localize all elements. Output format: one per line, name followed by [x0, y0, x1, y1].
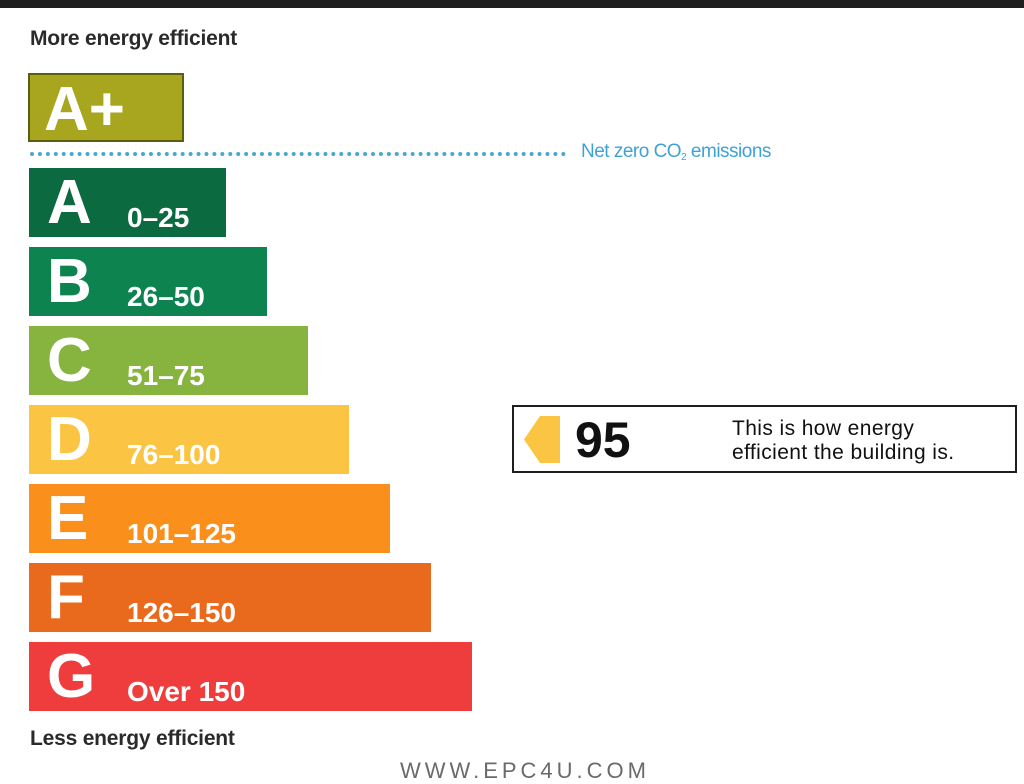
rating-description-line-1: This is how energy — [732, 417, 915, 440]
band-c: C 51–75 — [29, 326, 308, 395]
net-zero-label: Net zero CO2 emissions — [581, 141, 771, 163]
more-efficient-label: More energy efficient — [30, 27, 238, 50]
rating-description: This is how energy efficient the buildin… — [732, 417, 1012, 465]
net-zero-dotted-line — [30, 152, 566, 156]
rating-score: 95 — [575, 412, 631, 468]
band-range: Over 150 — [127, 676, 246, 707]
band-range: 126–150 — [127, 597, 237, 628]
top-border — [0, 0, 1024, 8]
net-zero-suffix: emissions — [686, 141, 771, 162]
aplus-band-label: A+ — [44, 75, 125, 144]
band-b: B 26–50 — [29, 247, 267, 316]
band-range: 26–50 — [127, 281, 205, 312]
footer-watermark: WWW.EPC4U.COM — [400, 758, 650, 783]
rating-pointer-icon — [524, 416, 560, 463]
net-zero-prefix: Net zero CO — [581, 141, 682, 162]
band-range: 51–75 — [127, 360, 205, 391]
band-a: A 0–25 — [29, 168, 226, 237]
band-range: 101–125 — [127, 518, 237, 549]
band-letter: G — [47, 642, 96, 711]
band-d: D 76–100 — [29, 405, 349, 474]
current-rating-box: 95 This is how energy efficient the buil… — [512, 405, 1017, 473]
band-range: 0–25 — [127, 202, 190, 233]
band-g: G Over 150 — [29, 642, 472, 711]
less-efficient-label: Less energy efficient — [30, 727, 235, 750]
band-letter: A — [47, 168, 92, 237]
band-letter: F — [47, 563, 85, 632]
band-letter: E — [47, 484, 89, 553]
band-e: E 101–125 — [29, 484, 390, 553]
band-letter: D — [47, 405, 92, 474]
net-zero-subscript: 2 — [681, 152, 687, 163]
band-letter: B — [47, 247, 92, 316]
band-letter: C — [47, 326, 92, 395]
aplus-band: A+ — [28, 73, 184, 144]
band-range: 76–100 — [127, 439, 221, 470]
rating-description-line-2: efficient the building is. — [732, 441, 955, 464]
band-f: F 126–150 — [29, 563, 431, 632]
